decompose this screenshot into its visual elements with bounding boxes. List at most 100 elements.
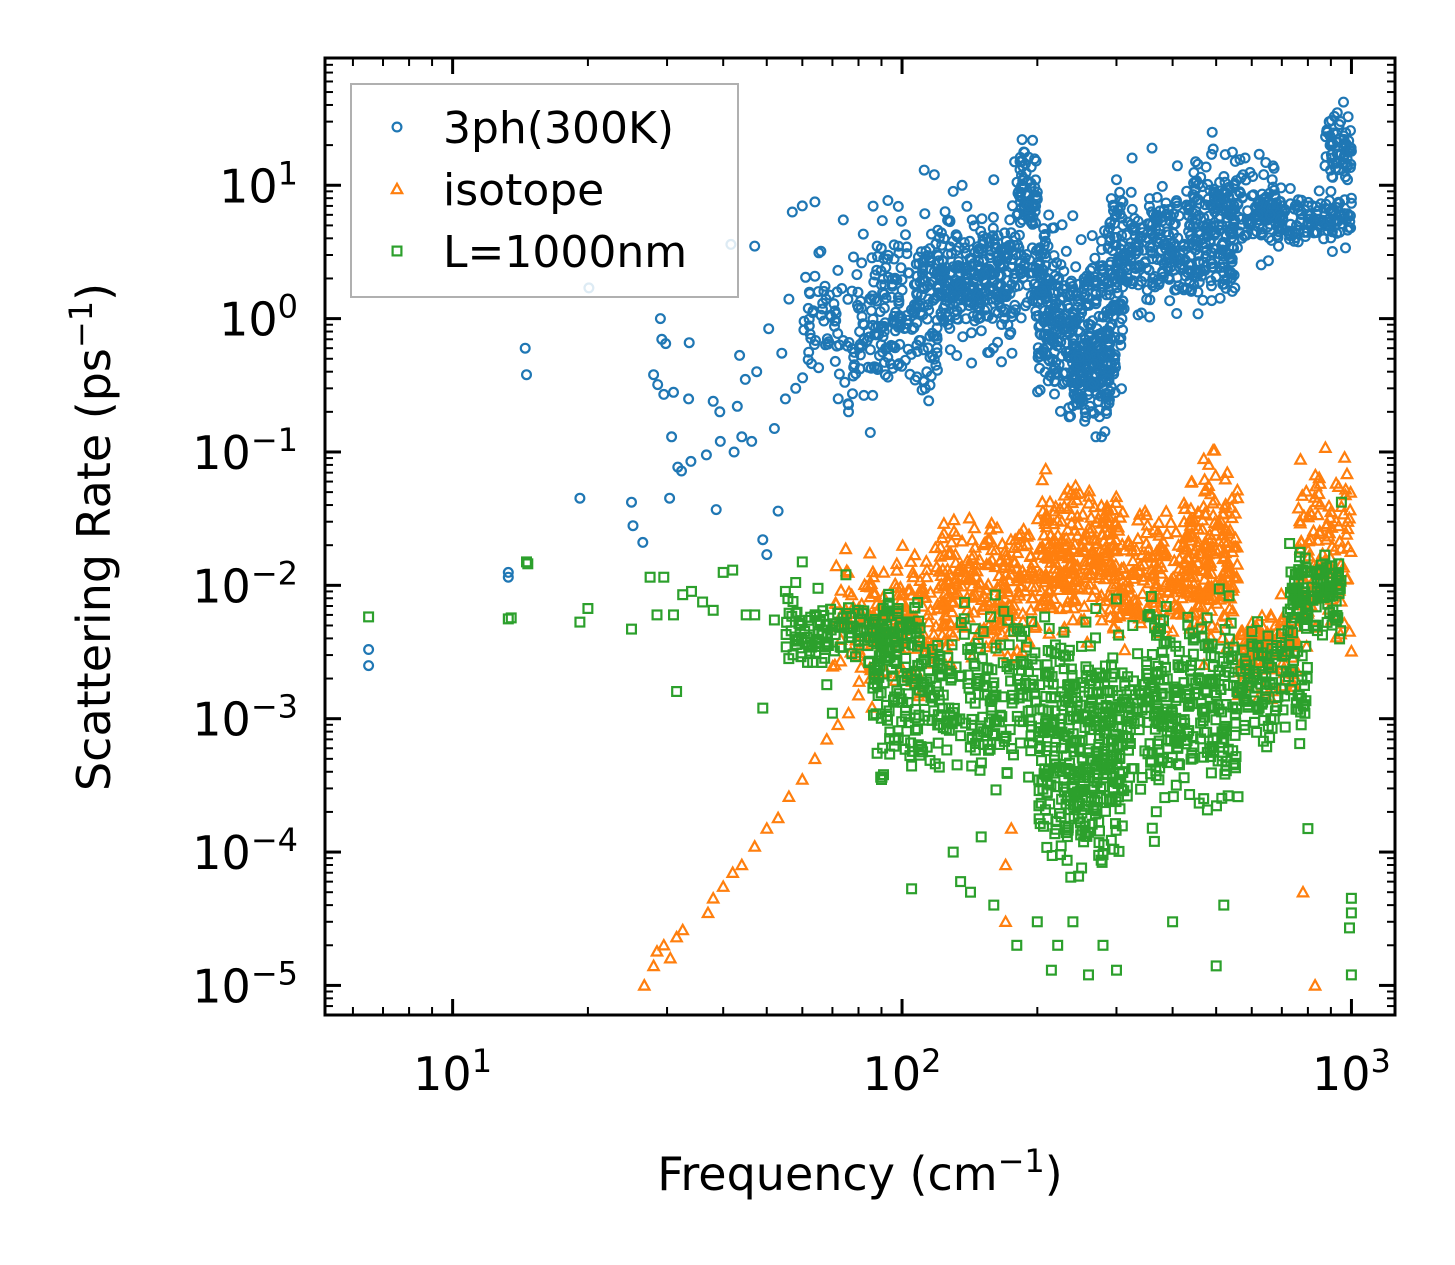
data-point: [1299, 231, 1311, 243]
data-point: [1284, 230, 1296, 242]
data-point: [790, 607, 802, 619]
data-point: [947, 846, 959, 858]
data-point: [1105, 502, 1120, 516]
data-point: [1326, 137, 1338, 149]
data-point: [1104, 264, 1116, 276]
data-point: [1016, 521, 1031, 535]
data-point: [988, 690, 1000, 702]
data-point: [1145, 754, 1157, 766]
data-point: [989, 589, 1001, 601]
data-point: [1043, 304, 1055, 316]
data-point: [1154, 224, 1166, 236]
data-point: [1234, 186, 1246, 198]
data-point: [1169, 248, 1181, 260]
data-point: [882, 371, 894, 383]
data-point: [1329, 629, 1344, 643]
data-point: [1130, 703, 1142, 715]
data-point: [1342, 111, 1354, 123]
data-point: [736, 431, 748, 443]
data-point: [965, 260, 977, 272]
data-point: [909, 679, 921, 691]
data-point: [959, 596, 971, 608]
data-point: [1161, 226, 1173, 238]
data-point: [1224, 251, 1236, 263]
data-point: [771, 810, 786, 824]
data-point: [895, 586, 910, 600]
data-point: [1034, 743, 1046, 755]
data-point: [1081, 495, 1096, 509]
data-point: [790, 576, 802, 588]
data-point: [847, 370, 859, 382]
data-point: [1231, 242, 1243, 254]
data-point: [1045, 964, 1057, 976]
data-point: [1170, 197, 1182, 209]
data-point: [987, 222, 999, 234]
data-point: [648, 369, 660, 381]
data-point: [1206, 295, 1218, 307]
data-point: [924, 278, 936, 290]
data-point: [1034, 818, 1046, 830]
data-point: [1315, 559, 1327, 571]
data-point: [1209, 687, 1221, 699]
data-point: [1170, 729, 1182, 741]
data-point: [932, 686, 944, 698]
data-point: [1052, 569, 1067, 583]
data-point: [1220, 229, 1232, 241]
data-point: [1006, 540, 1022, 554]
data-point: [866, 569, 881, 583]
data-point: [1048, 287, 1060, 299]
data-point: [654, 313, 666, 325]
data-point: [882, 591, 894, 603]
data-point: [889, 635, 901, 647]
data-point: [1191, 599, 1206, 612]
x-axis-title-tail: ): [1045, 1147, 1063, 1201]
data-point: [829, 558, 844, 572]
data-point: [1049, 691, 1061, 703]
data-point: [879, 369, 891, 381]
data-point: [1225, 651, 1237, 663]
data-point: [1197, 715, 1209, 727]
data-point: [827, 657, 842, 671]
data-point: [878, 288, 890, 300]
data-point: [826, 707, 838, 719]
data-point: [981, 577, 996, 591]
data-point: [1184, 664, 1196, 676]
data-point: [1164, 295, 1176, 307]
data-point: [900, 322, 912, 334]
data-point: [1178, 284, 1190, 296]
data-point: [852, 302, 864, 314]
data-point: [1068, 559, 1083, 572]
data-point: [1190, 583, 1205, 597]
data-point: [751, 366, 763, 378]
data-point: [985, 704, 997, 716]
data-point: [1206, 126, 1218, 138]
data-point: [1326, 567, 1338, 579]
data-point: [1066, 742, 1078, 754]
data-point: [1252, 209, 1264, 221]
data-point: [1248, 695, 1260, 707]
data-point: [969, 563, 985, 577]
data-point: [812, 582, 824, 594]
data-point: [969, 623, 981, 635]
data-point: [1041, 786, 1053, 798]
data-point: [1092, 750, 1104, 762]
data-point: [790, 382, 802, 394]
data-point: [962, 510, 977, 524]
data-point: [1146, 748, 1158, 760]
data-point: [933, 255, 945, 267]
data-point: [1178, 772, 1190, 784]
data-point: [1144, 311, 1156, 323]
data-point: [941, 744, 953, 756]
data-point: [1082, 969, 1094, 981]
data-point: [1293, 515, 1308, 529]
data-point: [935, 530, 950, 544]
data-point: [1008, 693, 1020, 705]
data-point: [1325, 215, 1337, 227]
data-point: [1145, 590, 1157, 602]
data-point: [1067, 333, 1079, 345]
data-point: [707, 395, 719, 407]
data-point: [1156, 646, 1168, 658]
data-point: [928, 266, 940, 278]
data-point: [947, 235, 959, 247]
data-point: [574, 492, 586, 504]
